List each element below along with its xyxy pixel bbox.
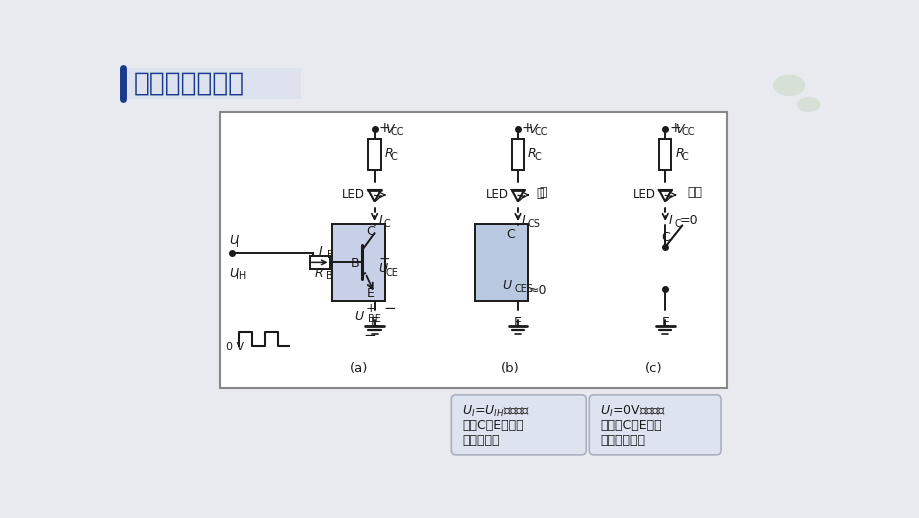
Text: $U$: $U$ <box>378 262 389 275</box>
Bar <box>122 68 301 99</box>
Text: LED: LED <box>342 188 365 201</box>
Text: 亮: 亮 <box>539 186 547 199</box>
Text: B: B <box>325 271 332 281</box>
Text: 不亮: 不亮 <box>686 186 701 199</box>
FancyBboxPatch shape <box>589 395 720 455</box>
Polygon shape <box>368 190 380 202</box>
Bar <box>332 224 384 301</box>
Text: E: E <box>514 316 521 329</box>
Text: E: E <box>370 316 378 329</box>
Text: 晶体管开关电路: 晶体管开关电路 <box>133 71 244 97</box>
Bar <box>511 139 524 170</box>
Text: C: C <box>505 228 514 241</box>
Text: $R$: $R$ <box>674 147 684 160</box>
Text: 为开关闭合: 为开关闭合 <box>461 434 499 447</box>
Polygon shape <box>658 190 671 202</box>
Text: $U_I$=0V，晶体管: $U_I$=0V，晶体管 <box>599 404 665 419</box>
Ellipse shape <box>796 97 820 112</box>
Text: ≈0: ≈0 <box>528 283 547 297</box>
Text: C: C <box>681 152 687 162</box>
Bar <box>368 139 380 170</box>
Text: $U$: $U$ <box>501 279 512 292</box>
FancyBboxPatch shape <box>451 395 585 455</box>
Text: $V$: $V$ <box>384 123 395 136</box>
Text: LED: LED <box>632 188 655 201</box>
Text: C: C <box>660 231 669 244</box>
Text: 效为开关断开: 效为开关断开 <box>599 434 644 447</box>
Polygon shape <box>511 190 524 202</box>
Text: BE: BE <box>368 314 380 324</box>
Text: (c): (c) <box>644 362 662 375</box>
Text: $U$: $U$ <box>353 310 364 323</box>
Bar <box>310 256 330 268</box>
Text: C: C <box>383 219 391 229</box>
Text: CE: CE <box>385 268 398 278</box>
Text: +: + <box>521 121 533 135</box>
Text: +: + <box>668 121 680 135</box>
Text: CS: CS <box>527 219 539 229</box>
Text: $U_I$=$U_{IH}$晶体管饱: $U_I$=$U_{IH}$晶体管饱 <box>461 404 530 419</box>
Text: CC: CC <box>391 127 404 137</box>
Text: CC: CC <box>681 127 694 137</box>
Text: $I$: $I$ <box>667 214 673 227</box>
Text: =0: =0 <box>679 214 698 227</box>
Text: $U$: $U$ <box>229 267 240 280</box>
Text: +: + <box>378 252 390 266</box>
Text: CES: CES <box>515 283 533 294</box>
Text: E: E <box>367 286 374 299</box>
Text: 截止，C、E间等: 截止，C、E间等 <box>599 419 661 432</box>
Text: 和，C、E间等效: 和，C、E间等效 <box>461 419 523 432</box>
Text: C: C <box>366 225 375 238</box>
Text: $R$: $R$ <box>313 267 323 280</box>
Text: B: B <box>350 257 358 270</box>
Text: CC: CC <box>534 127 547 137</box>
Text: C: C <box>391 152 397 162</box>
Text: −: − <box>363 328 376 343</box>
Text: +: + <box>378 121 390 135</box>
Ellipse shape <box>772 75 805 96</box>
Text: LED: LED <box>485 188 508 201</box>
Text: +: + <box>365 302 376 315</box>
Text: $R$: $R$ <box>383 147 393 160</box>
Text: $I$: $I$ <box>520 214 526 227</box>
Text: 亮: 亮 <box>536 186 543 199</box>
Bar <box>220 112 726 388</box>
Text: C: C <box>534 152 540 162</box>
Text: (a): (a) <box>349 362 368 375</box>
Text: $I$: $I$ <box>317 245 323 258</box>
Bar <box>658 139 671 170</box>
Text: −: − <box>383 301 396 316</box>
Bar <box>475 224 528 301</box>
Text: $U$: $U$ <box>229 234 240 247</box>
Text: IH: IH <box>235 271 246 281</box>
Text: $I$: $I$ <box>378 214 382 227</box>
Text: C: C <box>674 219 681 229</box>
Text: E: E <box>661 316 668 329</box>
Text: B: B <box>326 250 333 260</box>
Text: (b): (b) <box>500 362 519 375</box>
Text: $V$: $V$ <box>675 123 686 136</box>
Text: $R$: $R$ <box>527 147 536 160</box>
Text: 0 V: 0 V <box>225 342 244 352</box>
Text: $V$: $V$ <box>528 123 539 136</box>
Text: I: I <box>235 239 239 249</box>
